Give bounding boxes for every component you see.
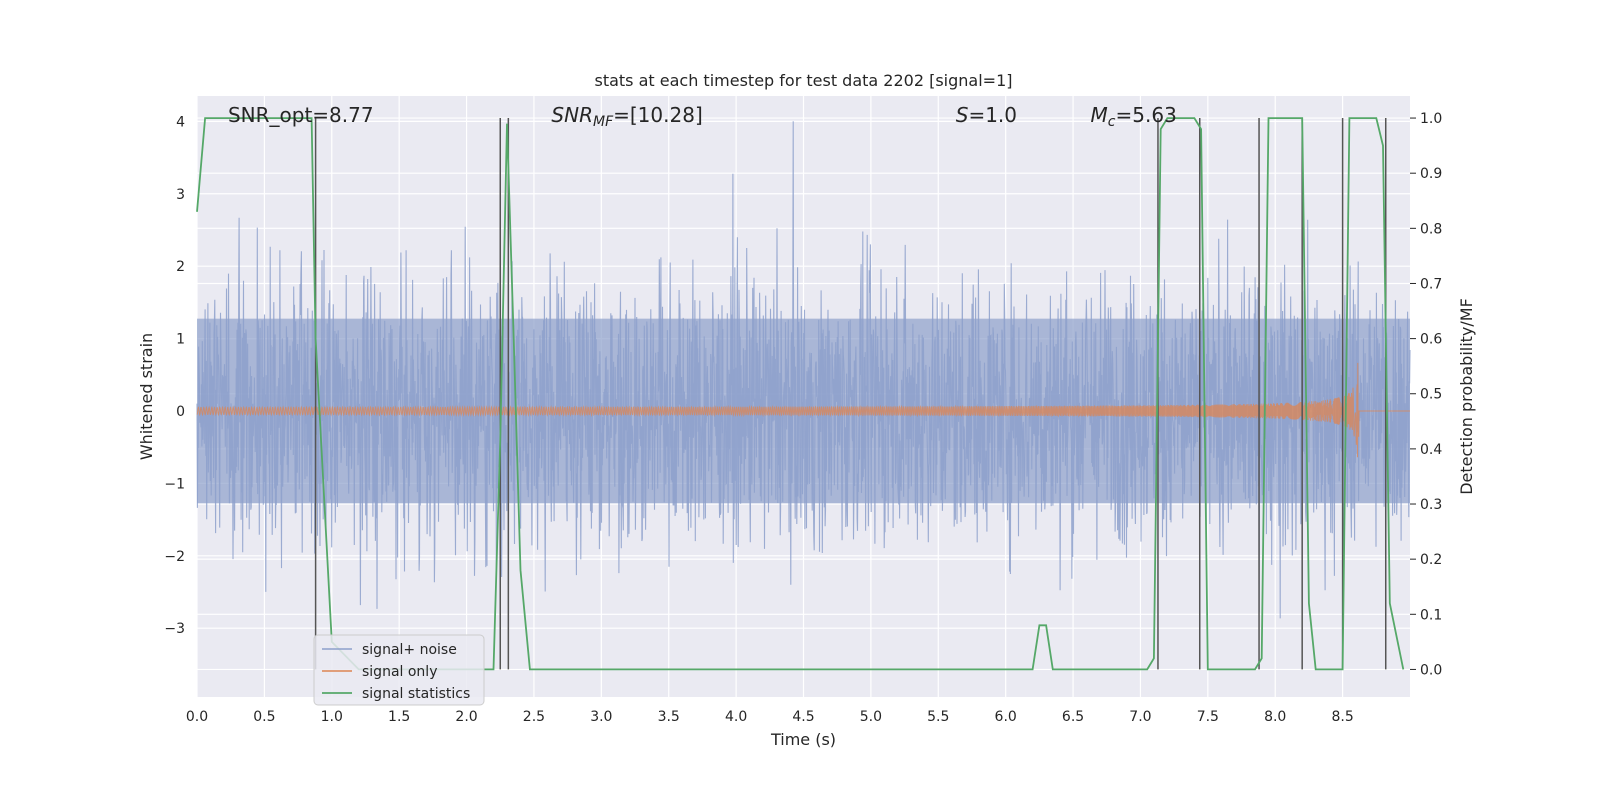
- x-tick-label: 3.0: [590, 709, 612, 725]
- y-right-axis-ticks: 1.0 0.9 0.8 0.7 0.6 0.5 0.4 0.3 0.2 0.1 0.0: [1410, 111, 1442, 678]
- y-tick-label: −1: [164, 476, 185, 492]
- noise-trace: [196, 121, 1411, 619]
- y-right-tick-label: 0.6: [1420, 332, 1442, 348]
- x-tick-label: 2.5: [523, 709, 545, 725]
- x-tick-label: 1.5: [388, 709, 410, 725]
- x-tick-label: 4.0: [725, 709, 747, 725]
- x-tick-label: 2.0: [455, 709, 477, 725]
- legend: signal+ noise signal only signal statistic…: [313, 634, 485, 706]
- y-right-tick-label: 0.7: [1420, 276, 1442, 292]
- y-right-tick-label: 0.1: [1420, 607, 1442, 623]
- y-right-tick-label: 0.5: [1420, 387, 1442, 403]
- x-tick-label: 7.0: [1129, 709, 1151, 725]
- legend-entry: signal+ noise: [362, 642, 457, 658]
- annotation-snr-opt: SNR_opt=8.77: [228, 103, 374, 127]
- y-right-tick-label: 0.3: [1420, 497, 1442, 513]
- y-tick-label: 1: [176, 332, 185, 348]
- x-tick-label: 8.5: [1331, 709, 1353, 725]
- legend-entry: signal statistics: [362, 686, 470, 702]
- y-right-axis-label: Detection probability/MF: [1457, 298, 1476, 495]
- series-signal-only: [196, 362, 1410, 458]
- y-tick-label: 0: [176, 404, 185, 420]
- y-right-tick-label: 0.9: [1420, 166, 1442, 182]
- x-tick-label: 0.5: [253, 709, 275, 725]
- annotation-stat-s: S=1.0: [956, 103, 1017, 127]
- y-right-tick-label: 1.0: [1420, 111, 1442, 127]
- annotation-chirp-mass: Mc=5.63: [1091, 103, 1177, 130]
- x-tick-label: 6.5: [1062, 709, 1084, 725]
- y-tick-label: −2: [164, 549, 185, 565]
- x-tick-label: 5.5: [927, 709, 949, 725]
- x-tick-label: 1.0: [321, 709, 343, 725]
- y-right-tick-label: 0.8: [1420, 221, 1442, 237]
- y-tick-label: 3: [176, 187, 185, 203]
- x-tick-label: 3.5: [658, 709, 680, 725]
- y-tick-label: 2: [176, 259, 185, 275]
- y-tick-label: 4: [176, 114, 185, 130]
- y-tick-label: −3: [164, 621, 185, 637]
- x-tick-label: 0.0: [186, 709, 208, 725]
- signal-trace: [196, 362, 1410, 458]
- x-tick-label: 5.0: [860, 709, 882, 725]
- vertical-markers: [314, 118, 1387, 670]
- x-axis-ticks: 0.0 0.5 1.0 1.5 2.0 2.5 3.0 3.5 4.0 4.5 5.0 5.5 6.0 6…: [186, 709, 1354, 725]
- y-axis-label: Whitened strain: [137, 333, 156, 460]
- legend-entry: signal only: [362, 664, 437, 680]
- x-tick-label: 8.0: [1264, 709, 1286, 725]
- x-axis-label: Time (s): [770, 730, 836, 749]
- x-tick-label: 7.5: [1197, 709, 1219, 725]
- chart-title: stats at each timestep for test data 220…: [594, 71, 1012, 90]
- annotations: SNR_opt=8.77 SNRMF=[10.28] S=1.0 Mc=5.63: [228, 103, 1177, 130]
- y-right-tick-label: 0.4: [1420, 442, 1442, 458]
- y-right-tick-label: 0.2: [1420, 552, 1442, 568]
- legend-box: [313, 634, 485, 706]
- y-right-tick-label: 0.0: [1420, 662, 1442, 678]
- annotation-snr-mf: SNRMF=[10.28]: [551, 103, 702, 130]
- x-tick-label: 4.5: [792, 709, 814, 725]
- x-tick-label: 6.0: [995, 709, 1017, 725]
- y-axis-ticks: 4 3 2 1 0 −1 −2 −3: [164, 114, 185, 637]
